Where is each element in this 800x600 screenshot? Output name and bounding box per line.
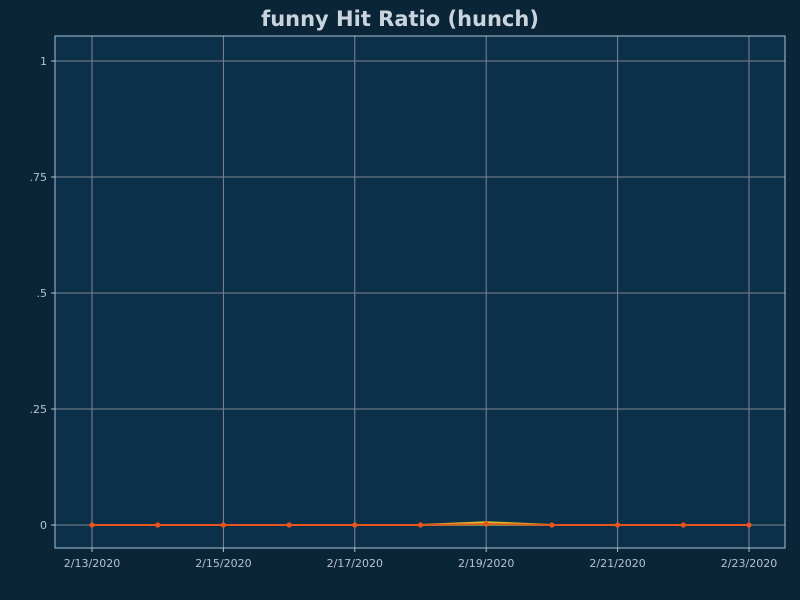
data-point[interactable] (680, 522, 686, 528)
plot-area (55, 36, 785, 548)
data-point[interactable] (89, 522, 95, 528)
x-tick-label: 2/15/2020 (195, 557, 251, 570)
y-tick-label: 0 (40, 519, 47, 532)
data-point[interactable] (746, 522, 752, 528)
x-tick-label: 2/21/2020 (589, 557, 645, 570)
data-point[interactable] (483, 521, 489, 527)
y-tick-label: 1 (40, 55, 47, 68)
data-point[interactable] (615, 522, 621, 528)
x-tick-label: 2/13/2020 (64, 557, 120, 570)
x-tick-label: 2/17/2020 (327, 557, 383, 570)
y-tick-label: .75 (30, 171, 48, 184)
data-point[interactable] (286, 522, 292, 528)
y-axis-ticks: 0 .25 .5 .75 1 (30, 55, 55, 532)
x-tick-label: 2/23/2020 (721, 557, 777, 570)
grid (55, 36, 785, 548)
series-layer (89, 521, 752, 528)
x-axis-ticks: 2/13/2020 2/15/2020 2/17/2020 2/19/2020 2/21… (64, 548, 777, 570)
data-point[interactable] (549, 522, 555, 528)
data-point[interactable] (155, 522, 161, 528)
y-tick-label: .25 (30, 403, 48, 416)
data-point[interactable] (352, 522, 358, 528)
chart-title: funny Hit Ratio (hunch) (261, 7, 539, 31)
x-tick-label: 2/19/2020 (458, 557, 514, 570)
y-tick-label: .5 (37, 287, 48, 300)
data-point[interactable] (220, 522, 226, 528)
plot-frame (54, 35, 786, 549)
data-point[interactable] (417, 522, 424, 528)
